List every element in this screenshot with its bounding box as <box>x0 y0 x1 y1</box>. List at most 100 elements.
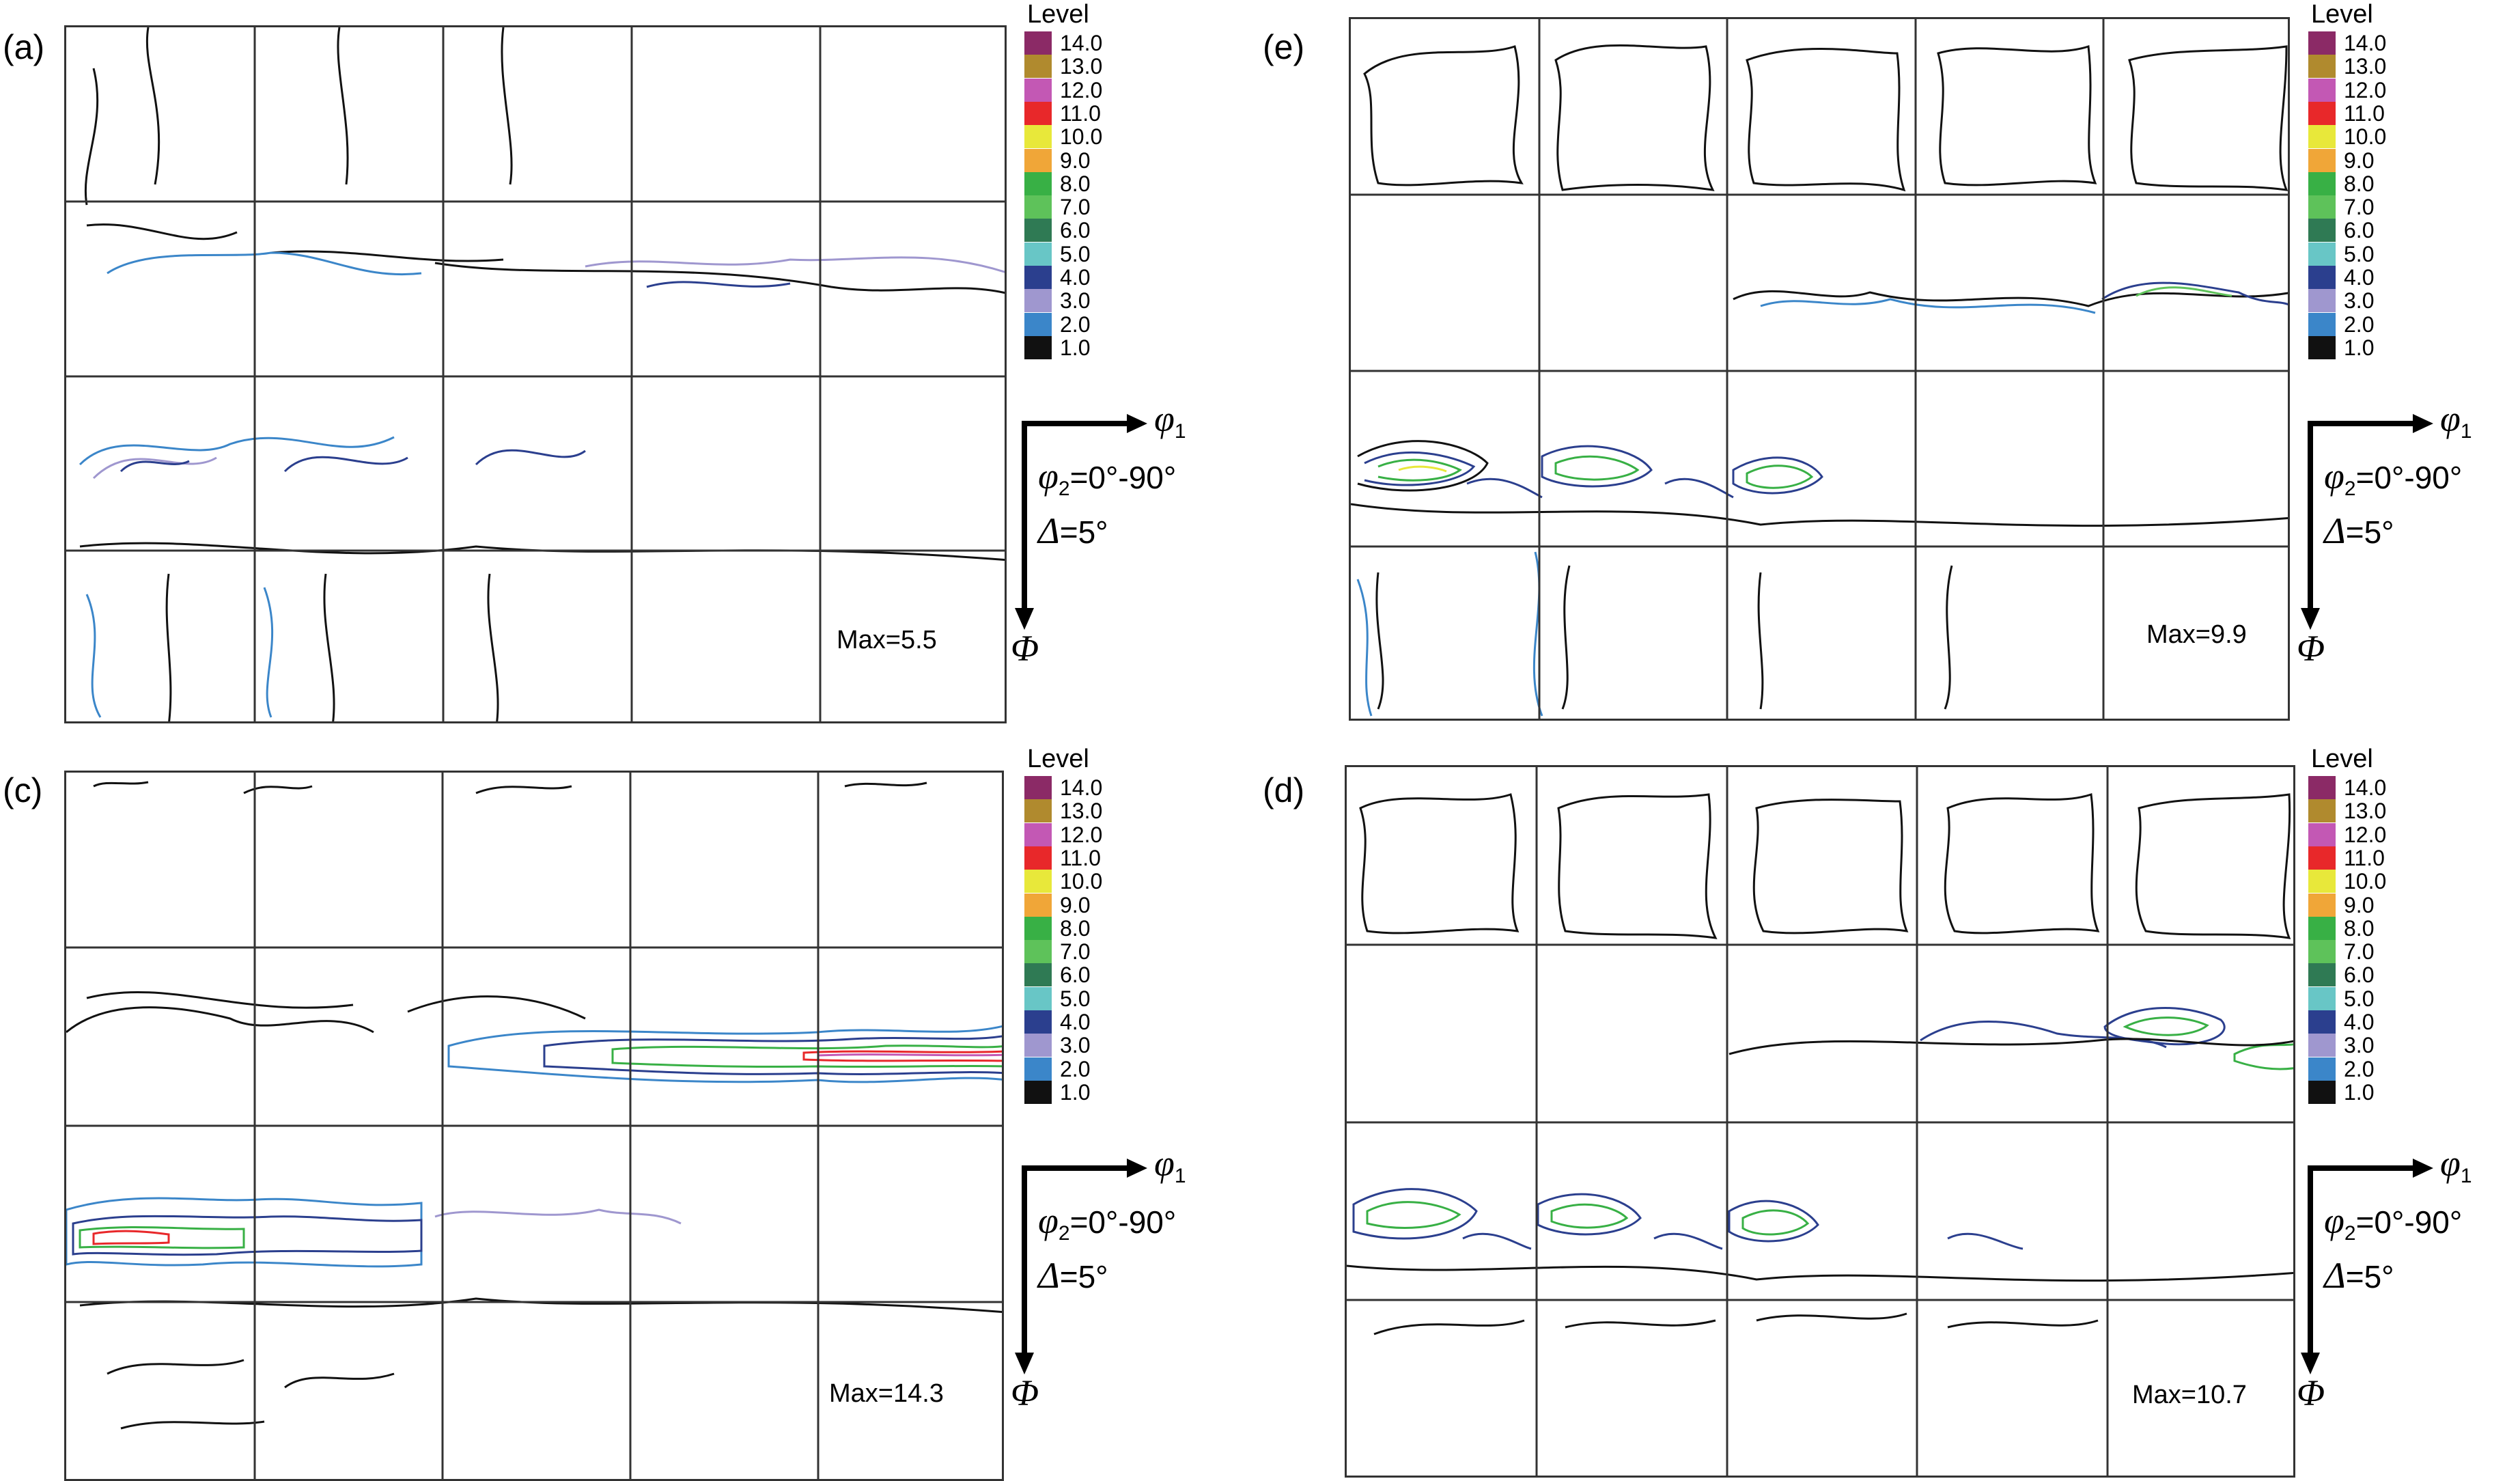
legend-label: 7.0 <box>2344 195 2375 220</box>
euler-axes: φ1 φ2=0°-90° Δ=5° Φ <box>1011 400 1250 669</box>
legend-label: 3.0 <box>2344 1033 2375 1058</box>
level-legend: Level 14.0 13.0 12.0 11.0 10.0 9.0 8.0 7.0 6.0 5.0… <box>1024 746 1106 1129</box>
legend-label: 3.0 <box>2344 288 2375 314</box>
legend-label: 10.0 <box>1060 124 1103 150</box>
phi2-range-label: φ2=0°-90° <box>2324 1200 2463 1245</box>
phi1-arrowhead <box>1127 1159 1147 1178</box>
legend-swatch <box>2308 776 2336 799</box>
legend-label: 2.0 <box>1060 1056 1091 1081</box>
legend-swatch <box>2308 986 2336 1010</box>
legend-label: 2.0 <box>2344 1056 2375 1081</box>
legend-label: 14.0 <box>2344 775 2387 800</box>
Phi-label: Φ <box>1011 628 1039 669</box>
level-legend: Level 14.0 13.0 12.0 11.0 10.0 9.0 8.0 7.0 6.0 5.0… <box>2308 746 2390 1129</box>
legend-swatch <box>2308 171 2336 195</box>
legend-label: 8.0 <box>2344 171 2375 196</box>
legend-label: 4.0 <box>2344 265 2375 290</box>
legend-swatch <box>2308 822 2336 846</box>
legend-swatch <box>1024 822 1052 846</box>
legend-swatch <box>1024 289 1052 313</box>
legend-label: 6.0 <box>1060 218 1091 243</box>
legend-swatch <box>1024 1080 1052 1104</box>
delta-step-label: Δ=5° <box>1038 1255 1108 1296</box>
legend-swatch <box>1024 55 1052 79</box>
panel-label: (c) <box>3 771 43 809</box>
legend-swatch <box>2308 78 2336 102</box>
contour-lines <box>66 773 1002 1479</box>
legend-label: 9.0 <box>2344 148 2375 173</box>
delta-step-label: Δ=5° <box>2324 510 2394 551</box>
panel-label: (a) <box>3 28 45 66</box>
legend-label: 8.0 <box>1060 171 1091 196</box>
legend-label: 10.0 <box>2344 124 2387 150</box>
euler-axes: φ1 φ2=0°-90° Δ=5° Φ <box>1011 1145 1250 1414</box>
Phi-label: Φ <box>2297 1372 2325 1413</box>
legend-label: 6.0 <box>2344 963 2375 988</box>
legend-swatch <box>1024 893 1052 917</box>
odf-panel-e: (e) <box>1260 0 2520 738</box>
legend-swatch <box>1024 78 1052 102</box>
level-legend: Level 14.0 13.0 12.0 11.0 10.0 9.0 8.0 7.0 6.0 5.0… <box>2308 1 2390 384</box>
legend-label: 12.0 <box>2344 822 2387 847</box>
legend-label: 5.0 <box>1060 986 1091 1011</box>
legend-label: 6.0 <box>2344 218 2375 243</box>
odf-section-grid: Max=10.7 <box>1345 765 2295 1478</box>
legend-swatch <box>1024 799 1052 823</box>
legend-swatch <box>1024 1057 1052 1081</box>
legend-label: 1.0 <box>2344 335 2375 360</box>
legend-swatch <box>1024 776 1052 799</box>
legend-swatch <box>1024 125 1052 149</box>
legend-label: 1.0 <box>1060 335 1091 360</box>
odf-panel-c: (c) Max=14.3 Level 14.0 13.0 12.0 1 <box>0 738 1260 1481</box>
legend-label: 7.0 <box>1060 195 1091 220</box>
legend-label: 10.0 <box>1060 869 1103 894</box>
legend-label: 4.0 <box>2344 1010 2375 1034</box>
legend-label: 5.0 <box>1060 241 1091 266</box>
legend-swatch <box>2308 195 2336 219</box>
legend-swatch <box>1024 101 1052 125</box>
odf-section-grid: Max=9.9 <box>1349 17 2290 721</box>
max-value-label: Max=14.3 <box>829 1379 944 1408</box>
legend-label: 3.0 <box>1060 288 1091 314</box>
odf-section-grid: Max=14.3 <box>64 771 1004 1481</box>
legend-swatch <box>1024 1034 1052 1057</box>
legend-swatch <box>2308 55 2336 79</box>
axis-arrows <box>1015 1159 1147 1374</box>
contour-lines <box>66 27 1005 721</box>
legend-swatch <box>2308 101 2336 125</box>
Phi-label: Φ <box>2297 628 2325 669</box>
legend-swatch <box>2308 1080 2336 1104</box>
legend-label: 7.0 <box>1060 939 1091 965</box>
legend-title: Level <box>1027 0 1089 29</box>
legend-swatch <box>1024 335 1052 359</box>
legend-swatch <box>2308 312 2336 336</box>
legend-swatch <box>2308 893 2336 917</box>
odf-panel-d: (d) <box>1260 738 2520 1478</box>
legend-swatch <box>2308 335 2336 359</box>
legend-swatch <box>2308 916 2336 940</box>
panel-label: (d) <box>1263 771 1305 809</box>
legend-swatch <box>2308 846 2336 870</box>
legend-label: 5.0 <box>2344 986 2375 1011</box>
phi1-label: φ1 <box>2440 1143 2472 1187</box>
legend-label: 14.0 <box>1060 31 1103 55</box>
legend-swatch <box>1024 31 1052 55</box>
phi2-range-label: φ2=0°-90° <box>2324 456 2463 500</box>
legend-swatch <box>1024 242 1052 266</box>
legend-label: 12.0 <box>1060 822 1103 847</box>
legend-label: 9.0 <box>1060 892 1091 917</box>
legend-swatch <box>1024 940 1052 964</box>
legend-swatch <box>2308 266 2336 289</box>
odf-panel-a: (a) Max=5.5 Level 14.0 13. <box>0 0 1260 738</box>
legend-label: 11.0 <box>2344 100 2385 126</box>
legend-swatch <box>2308 1010 2336 1034</box>
legend-swatch <box>1024 916 1052 940</box>
max-value-label: Max=10.7 <box>2132 1381 2247 1409</box>
legend-label: 13.0 <box>1060 799 1103 824</box>
Phi-arrowhead <box>1015 1353 1034 1374</box>
max-value-label: Max=5.5 <box>837 626 937 654</box>
Phi-arrowhead <box>1015 608 1034 630</box>
phi1-label: φ1 <box>2440 398 2472 443</box>
phi1-label: φ1 <box>1154 398 1186 443</box>
contour-lines <box>1347 767 2293 1476</box>
